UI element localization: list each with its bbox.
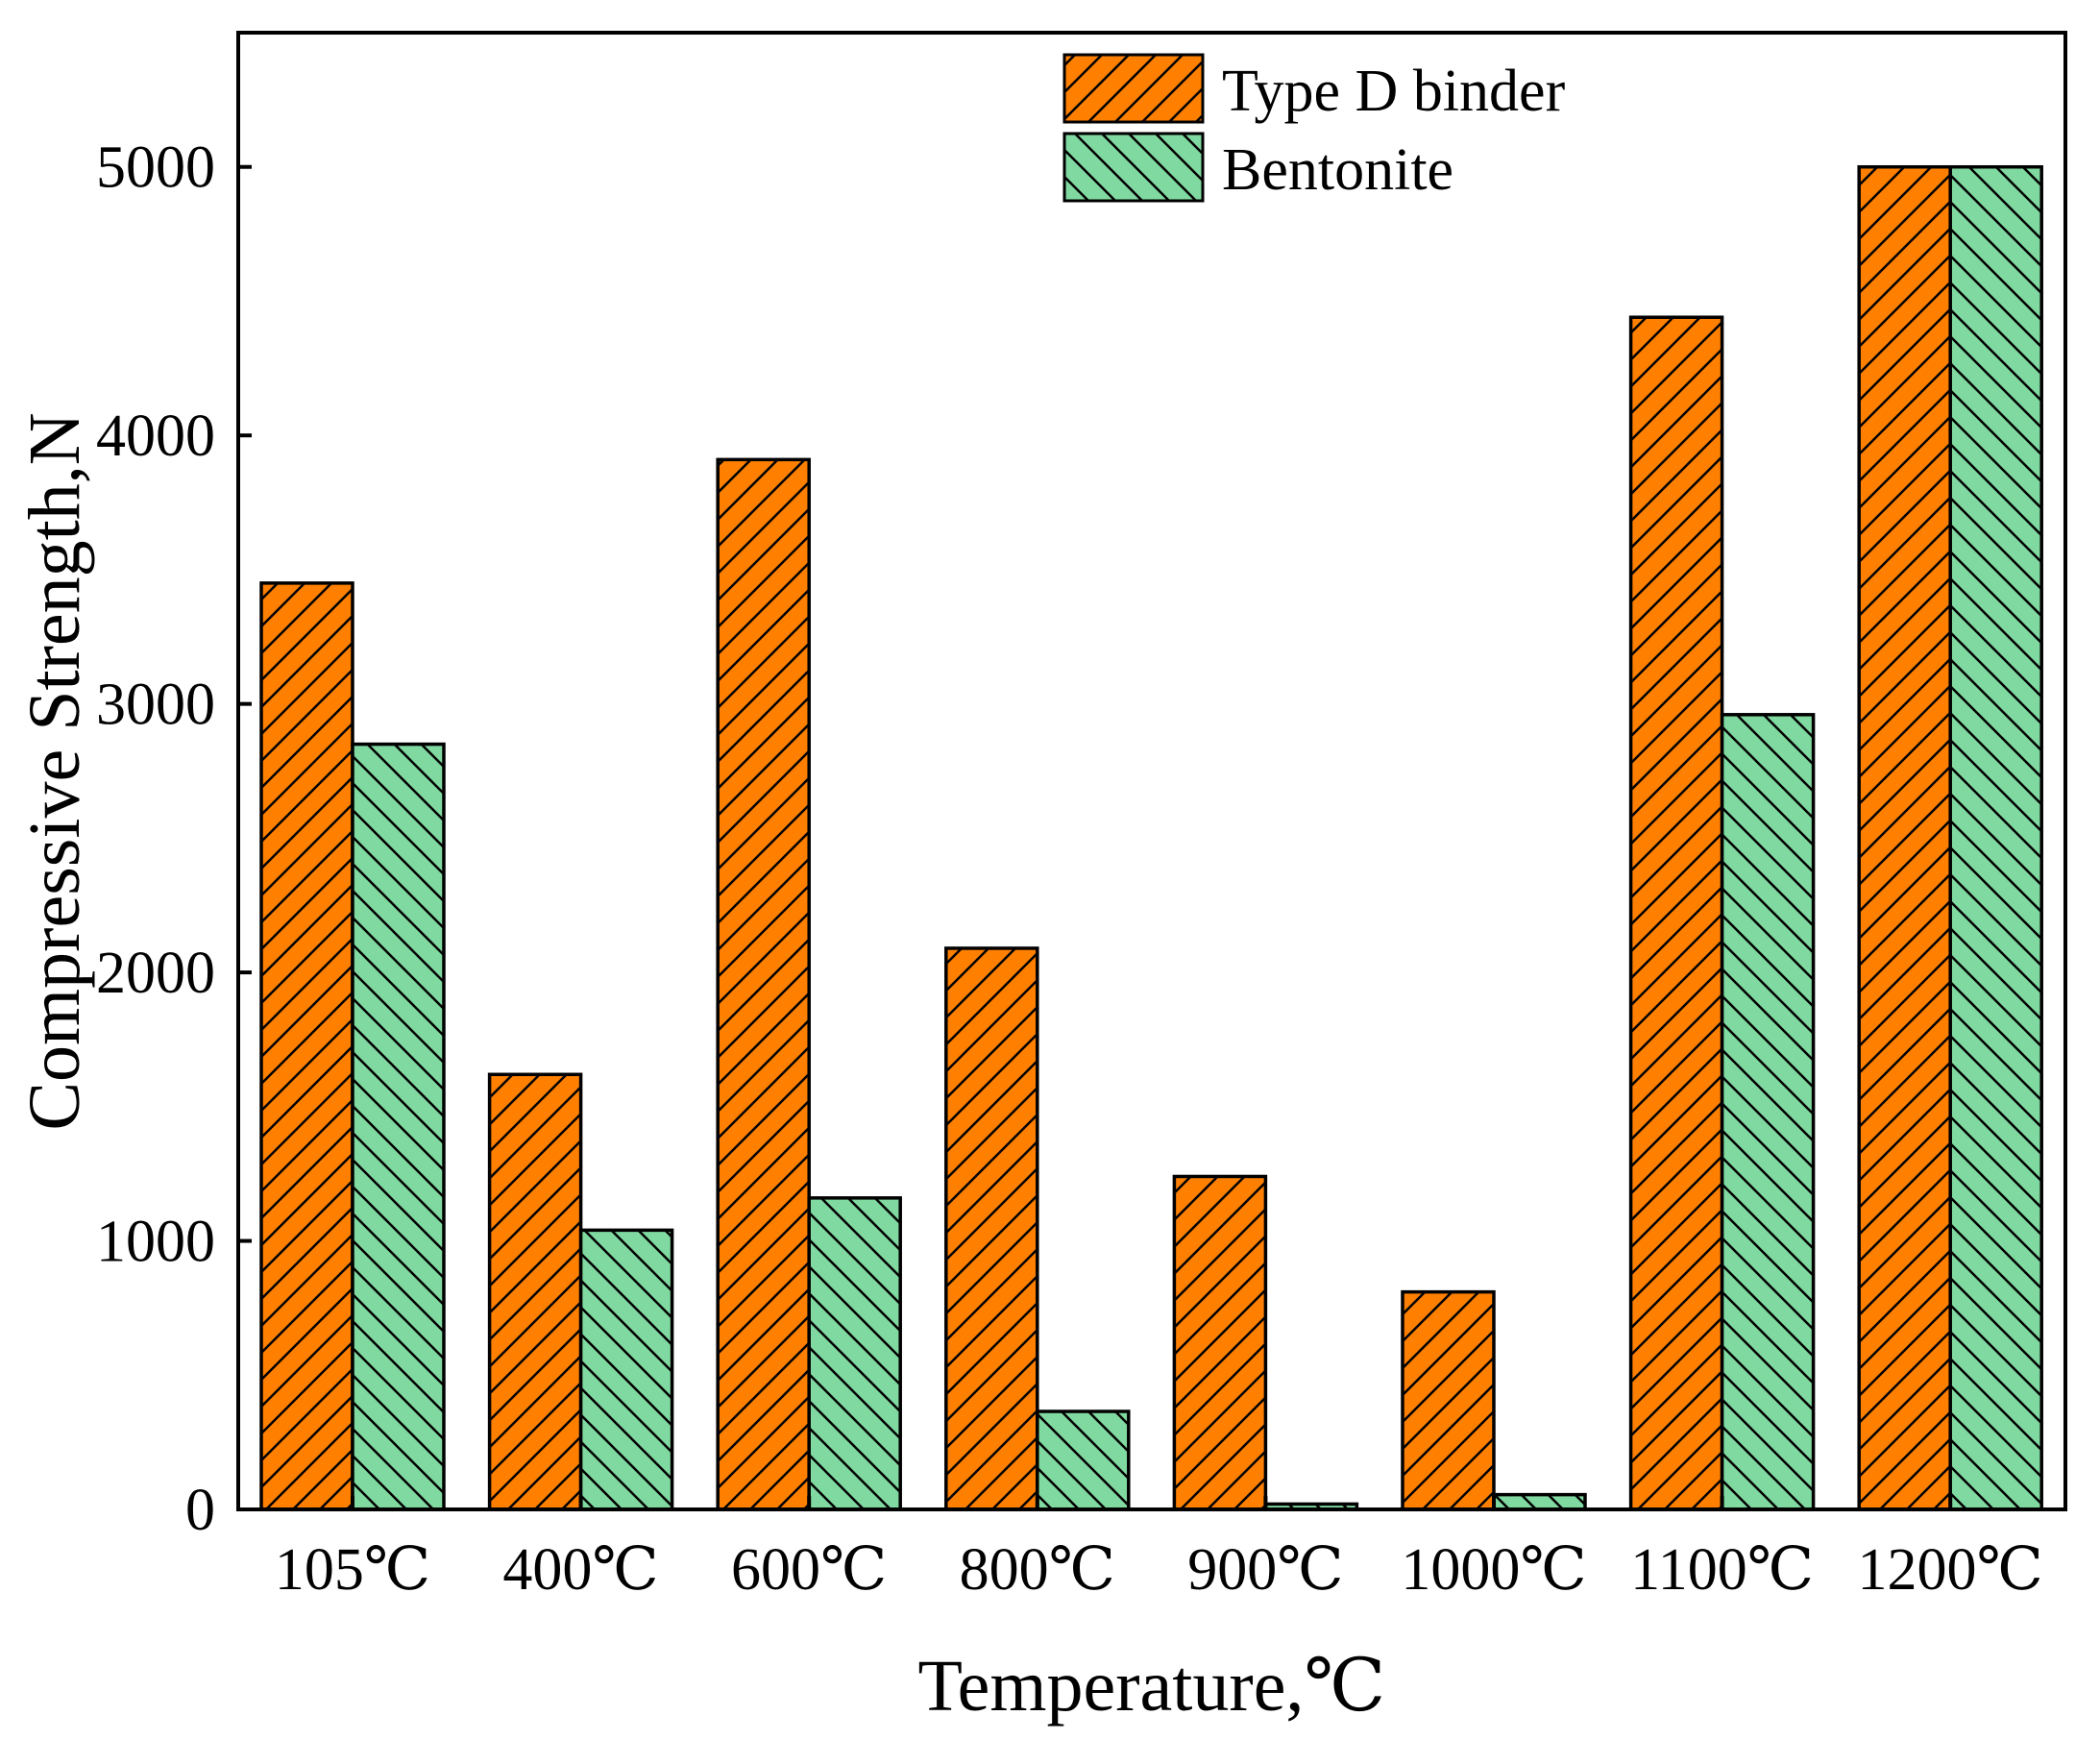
plot-frame	[236, 31, 2067, 1511]
bar-bentonite-5	[1492, 1492, 1587, 1511]
bar-type-d-binder-4	[1172, 1174, 1268, 1511]
y-tick-label: 1000	[96, 1210, 215, 1275]
bar-hatch	[487, 1072, 583, 1511]
bar-bentonite-0	[351, 742, 446, 1511]
x-tick-label: 800℃	[960, 1537, 1115, 1603]
bar-type-d-binder-6	[1628, 315, 1724, 1511]
bar-hatch	[1401, 1289, 1496, 1511]
bar-bentonite-7	[1948, 164, 2043, 1511]
bar-type-d-binder-2	[716, 457, 811, 1511]
bar-type-d-binder-3	[944, 946, 1039, 1511]
legend-swatch-bentonite-hatch	[1062, 132, 1205, 203]
legend-swatch-type-d-binder-hatch	[1062, 53, 1205, 124]
x-axis-title: Temperature,℃	[918, 1646, 1386, 1727]
x-tick-label: 900℃	[1187, 1537, 1343, 1603]
bar-type-d-binder-5	[1401, 1289, 1496, 1511]
legend: Type D binder Bentonite	[1062, 53, 1566, 203]
legend-label-bentonite: Bentonite	[1222, 137, 1453, 203]
bar-hatch	[807, 1196, 902, 1511]
y-tick-label: 4000	[96, 404, 215, 469]
bar-hatch	[944, 946, 1039, 1511]
y-tick-label: 2000	[96, 941, 215, 1006]
bar-type-d-binder-0	[259, 581, 354, 1511]
bars	[259, 164, 2043, 1511]
x-tick-label: 105℃	[275, 1537, 430, 1603]
y-tick-label: 5000	[96, 135, 215, 201]
x-tick-label: 1200℃	[1858, 1537, 2043, 1603]
bar-hatch	[1857, 164, 1952, 1511]
bar-hatch	[578, 1228, 674, 1511]
bar-bentonite-1	[578, 1228, 674, 1511]
bar-hatch	[1720, 713, 1816, 1511]
bar-bentonite-2	[807, 1196, 902, 1511]
bar-hatch	[716, 457, 811, 1511]
y-tick-label: 0	[185, 1478, 215, 1543]
y-axis-title: Compressive Strength,N	[14, 412, 95, 1130]
y-tick-label: 3000	[96, 673, 215, 738]
legend-label-type-d-binder: Type D binder	[1222, 59, 1566, 124]
bar-hatch	[1036, 1409, 1131, 1511]
bar-hatch	[1492, 1492, 1587, 1511]
bar-hatch	[1628, 315, 1724, 1511]
x-tick-label: 1100℃	[1630, 1537, 1814, 1603]
axis-ticks: 0 1000 2000 3000 4000 5000 105℃ 400℃ 600℃ 800℃ 900…	[96, 135, 2043, 1603]
x-tick-label: 400℃	[502, 1537, 658, 1603]
bar-type-d-binder-1	[487, 1072, 583, 1511]
bar-type-d-binder-7	[1857, 164, 1952, 1511]
bar-bentonite-6	[1720, 713, 1816, 1511]
bar-hatch	[1948, 164, 2043, 1511]
x-tick-label: 1000℃	[1401, 1537, 1586, 1603]
bar-hatch	[1172, 1174, 1268, 1511]
bar-bentonite-3	[1036, 1409, 1131, 1511]
bar-hatch	[351, 742, 446, 1511]
x-tick-label: 600℃	[731, 1537, 887, 1603]
bar-hatch	[259, 581, 354, 1511]
